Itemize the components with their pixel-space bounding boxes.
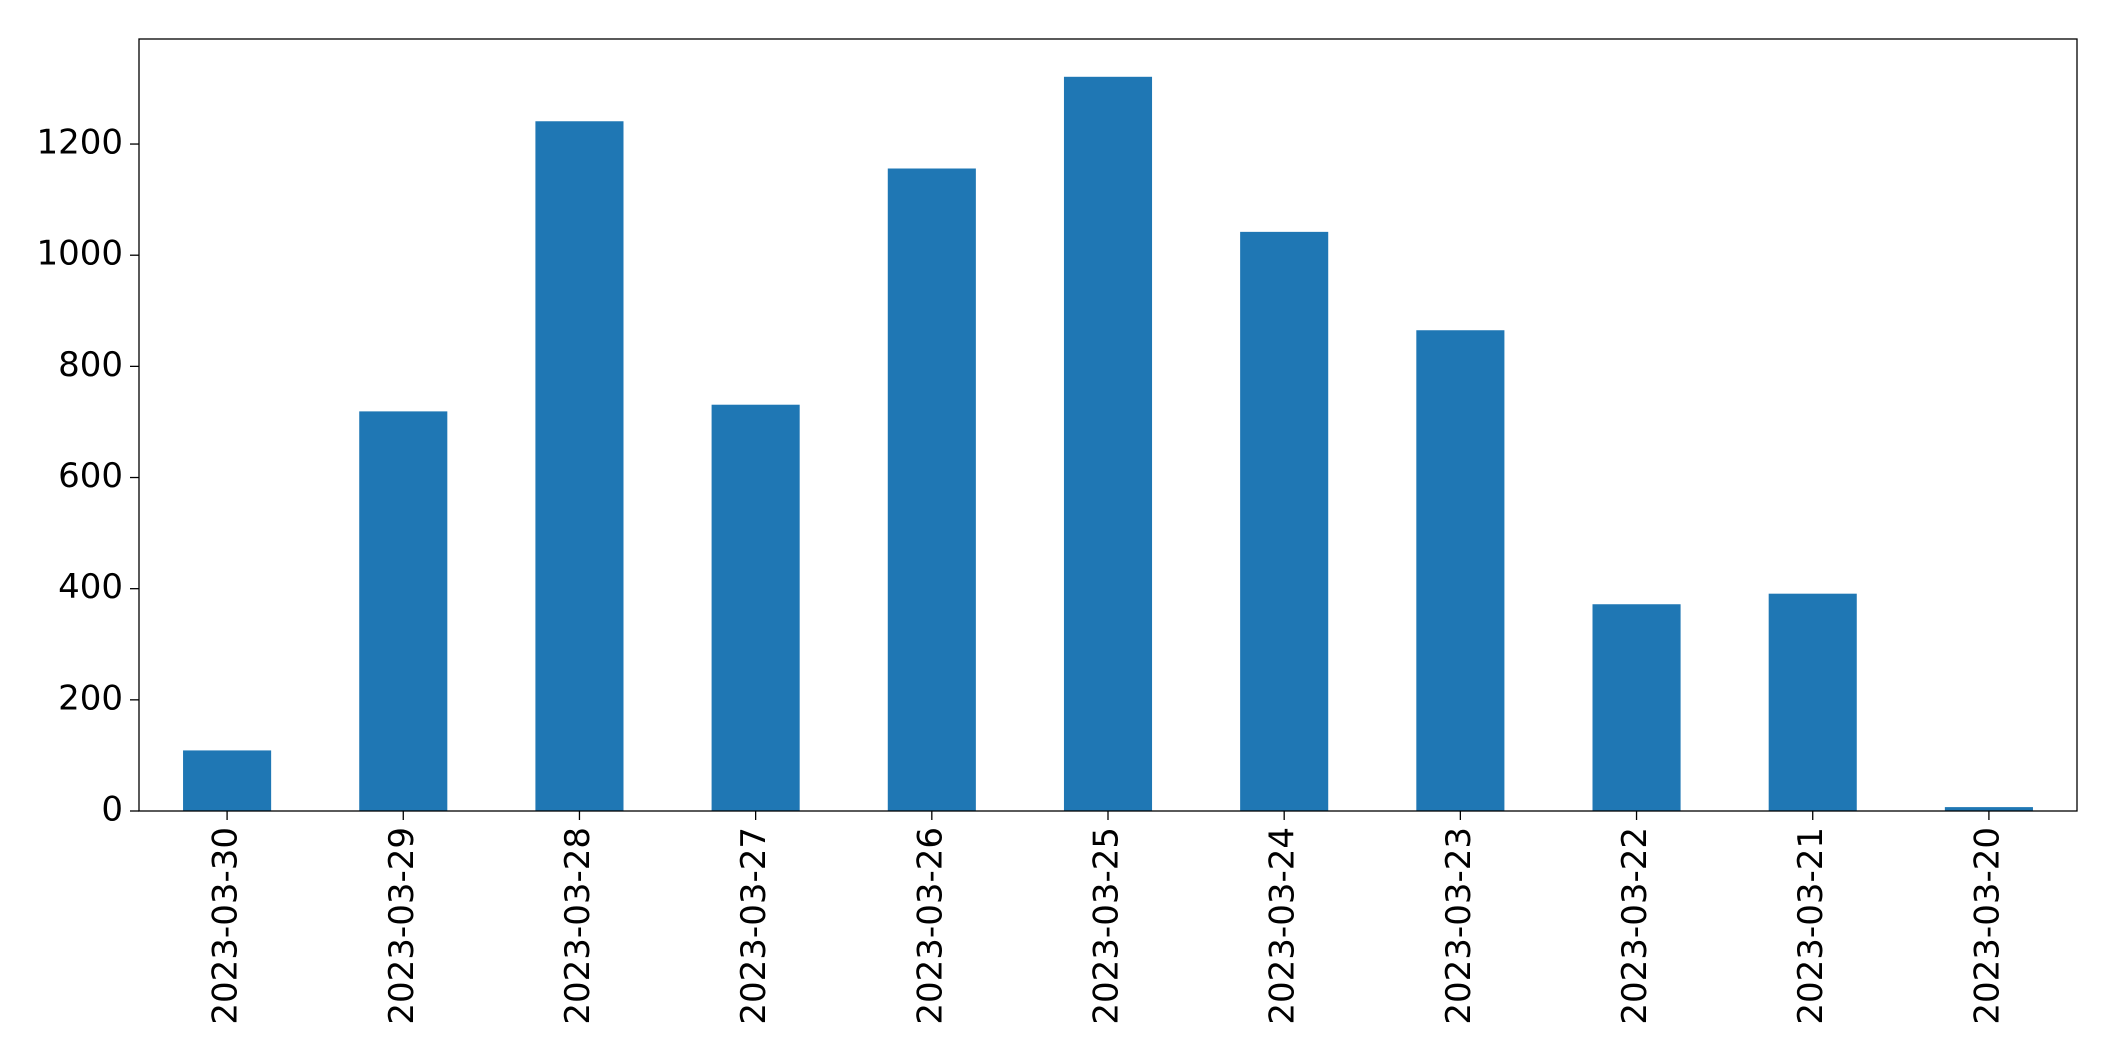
bar <box>1416 330 1505 811</box>
x-tick-label: 2023-03-22 <box>1615 827 1655 1025</box>
x-tick-label: 2023-03-26 <box>910 827 950 1025</box>
x-tick-label: 2023-03-21 <box>1791 827 1831 1025</box>
x-tick-label: 2023-03-28 <box>558 827 598 1025</box>
bar <box>1768 593 1857 811</box>
bar <box>1592 604 1681 811</box>
x-tick-label: 2023-03-24 <box>1263 827 1303 1025</box>
bar <box>1944 807 2033 811</box>
y-tick-label: 1000 <box>36 234 123 274</box>
y-tick-label: 0 <box>101 790 123 830</box>
bar <box>1240 231 1329 811</box>
y-tick-label: 400 <box>58 567 123 607</box>
bar <box>359 411 448 811</box>
y-tick-label: 200 <box>58 678 123 718</box>
y-tick-label: 1200 <box>36 123 123 163</box>
y-tick-label: 800 <box>58 345 123 385</box>
bar <box>887 168 976 811</box>
x-tick-label: 2023-03-23 <box>1439 827 1479 1025</box>
x-tick-label: 2023-03-20 <box>1967 827 2007 1025</box>
x-tick-label: 2023-03-30 <box>206 827 246 1025</box>
x-tick-label: 2023-03-25 <box>1087 827 1127 1025</box>
y-tick-label: 600 <box>58 456 123 496</box>
bar <box>535 121 624 811</box>
bar <box>1063 76 1153 812</box>
bar <box>711 404 800 811</box>
x-tick-label: 2023-03-29 <box>382 827 422 1025</box>
x-tick-label: 2023-03-27 <box>734 827 774 1025</box>
bar <box>183 750 272 811</box>
